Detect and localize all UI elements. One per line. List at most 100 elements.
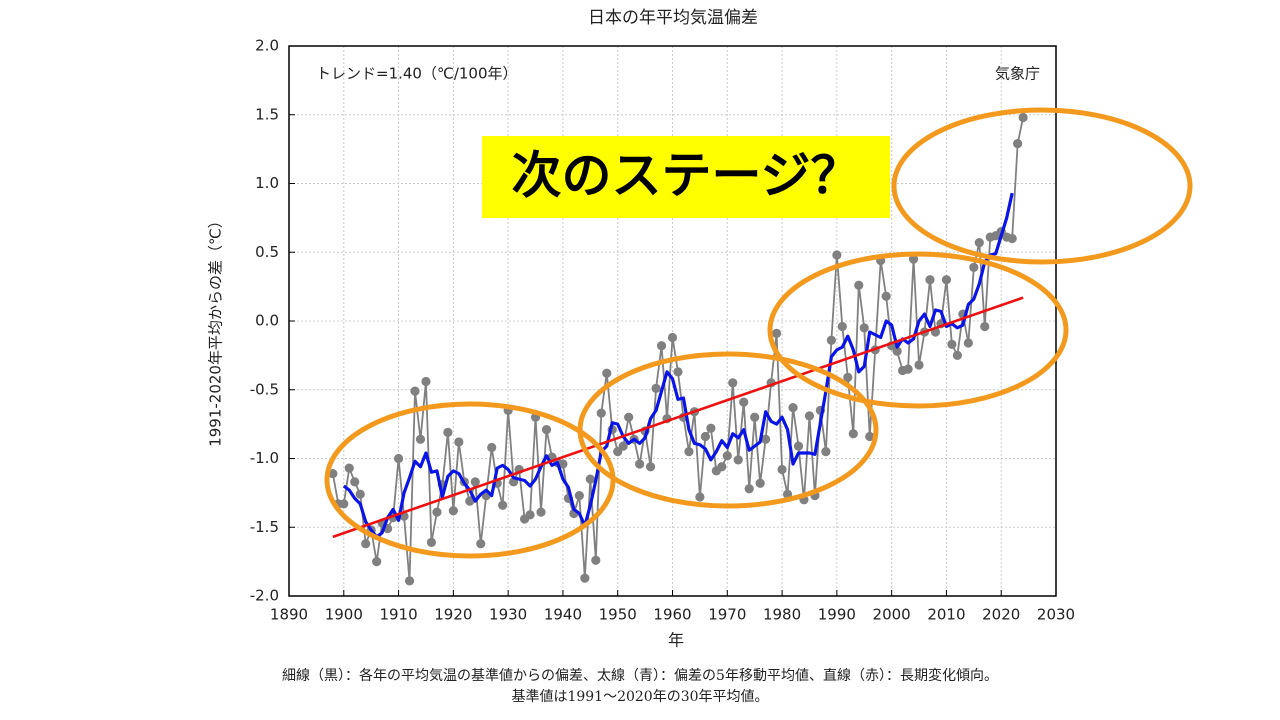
data-point bbox=[618, 441, 628, 451]
data-point bbox=[602, 368, 612, 378]
data-point bbox=[596, 408, 606, 418]
data-point bbox=[393, 453, 404, 464]
y-tick-label: -1.5 bbox=[250, 518, 279, 536]
data-point bbox=[881, 291, 891, 301]
y-tick-label: 0.5 bbox=[255, 243, 279, 261]
data-point bbox=[706, 423, 716, 433]
data-point bbox=[744, 484, 754, 494]
data-point bbox=[443, 427, 453, 437]
data-point bbox=[328, 469, 338, 479]
data-point bbox=[892, 346, 902, 356]
data-point bbox=[432, 507, 442, 517]
data-point bbox=[804, 411, 815, 421]
data-point bbox=[656, 341, 667, 351]
data-point bbox=[1013, 139, 1023, 149]
x-tick-label: 1890 bbox=[270, 606, 308, 624]
data-point bbox=[624, 412, 634, 422]
data-point bbox=[925, 275, 935, 285]
data-point bbox=[739, 397, 749, 407]
x-tick-label: 1950 bbox=[599, 606, 637, 624]
data-point bbox=[821, 447, 831, 457]
data-point bbox=[777, 464, 787, 475]
data-point bbox=[848, 429, 858, 439]
data-point bbox=[591, 555, 601, 565]
data-point bbox=[854, 280, 864, 290]
data-point bbox=[541, 425, 552, 435]
source-annotation: 気象庁 bbox=[995, 65, 1040, 83]
data-point bbox=[963, 338, 973, 348]
data-point bbox=[448, 506, 458, 516]
y-tick-label: 1.5 bbox=[255, 105, 279, 123]
data-point bbox=[574, 491, 584, 501]
moving-average-line bbox=[342, 192, 1014, 539]
data-point bbox=[635, 459, 645, 469]
x-tick-label: 2030 bbox=[1037, 606, 1075, 624]
data-point bbox=[761, 434, 771, 444]
x-axis-label: 年 bbox=[668, 631, 684, 650]
chart-title: 日本の年平均気温偏差 bbox=[588, 8, 758, 28]
data-point bbox=[645, 462, 656, 472]
data-point bbox=[750, 412, 760, 422]
data-point bbox=[832, 250, 842, 260]
data-point bbox=[695, 492, 705, 502]
data-point bbox=[344, 463, 354, 473]
x-tick-label: 1910 bbox=[379, 606, 417, 624]
data-point bbox=[361, 539, 371, 549]
x-tick-label: 1900 bbox=[325, 606, 363, 624]
caption: 細線（黒）：各年の平均気温の基準値からの偏差、太線（青）：偏差の5年移動平均値、… bbox=[282, 667, 998, 684]
x-tick-label: 2020 bbox=[982, 606, 1020, 624]
data-point bbox=[673, 367, 683, 377]
data-point bbox=[941, 275, 952, 285]
data-point bbox=[372, 557, 382, 567]
data-point bbox=[585, 474, 595, 484]
data-point bbox=[843, 372, 853, 382]
caption: 基準値は1991〜2020年の30年平均値。 bbox=[511, 688, 768, 705]
y-axis-label: 1991-2020年平均からの差（℃） bbox=[207, 213, 225, 447]
callout-box bbox=[482, 136, 890, 218]
data-point bbox=[980, 321, 990, 332]
y-tick-label: 1.0 bbox=[255, 174, 279, 192]
trend-annotation: トレンド=1.40（℃/100年） bbox=[316, 65, 518, 83]
ellipse bbox=[891, 107, 1193, 265]
y-tick-label: -2.0 bbox=[250, 587, 279, 605]
data-point bbox=[667, 332, 678, 343]
data-point bbox=[793, 441, 804, 451]
data-point bbox=[826, 335, 836, 345]
data-point bbox=[974, 238, 984, 248]
data-point bbox=[404, 576, 415, 586]
data-point bbox=[426, 537, 437, 547]
data-point bbox=[684, 447, 694, 457]
data-point bbox=[908, 254, 919, 264]
data-point bbox=[771, 328, 782, 338]
data-point bbox=[903, 364, 913, 374]
data-point bbox=[859, 323, 869, 333]
ellipse bbox=[767, 251, 1069, 409]
x-tick-label: 1970 bbox=[708, 606, 746, 624]
data-point bbox=[865, 431, 875, 442]
data-point bbox=[536, 507, 546, 517]
data-point bbox=[355, 489, 365, 499]
data-point bbox=[733, 455, 743, 465]
data-point bbox=[717, 462, 727, 472]
data-point bbox=[476, 539, 486, 549]
x-tick-label: 1960 bbox=[653, 606, 691, 624]
data-point bbox=[415, 434, 426, 444]
data-point bbox=[498, 500, 508, 510]
data-point bbox=[722, 451, 732, 461]
x-tick-label: 1980 bbox=[763, 606, 801, 624]
data-point bbox=[421, 376, 431, 387]
y-tick-label: -1.0 bbox=[250, 449, 279, 467]
data-point bbox=[755, 478, 765, 488]
plot-area: -2.0 -1.5 -1.0 -0.5 0.0 0.5 1.0 1.5 2.0 1890 1900 1… bbox=[250, 37, 1075, 624]
data-point bbox=[914, 360, 924, 370]
y-tick-label: 0.0 bbox=[255, 312, 279, 330]
y-tick-label: 2.0 bbox=[255, 37, 279, 55]
data-point bbox=[558, 459, 568, 469]
data-point bbox=[410, 386, 420, 396]
data-point bbox=[837, 321, 847, 332]
y-tick-label: -0.5 bbox=[250, 380, 279, 398]
x-tick-label: 2010 bbox=[927, 606, 965, 624]
data-point bbox=[454, 437, 464, 447]
data-point bbox=[465, 496, 475, 506]
